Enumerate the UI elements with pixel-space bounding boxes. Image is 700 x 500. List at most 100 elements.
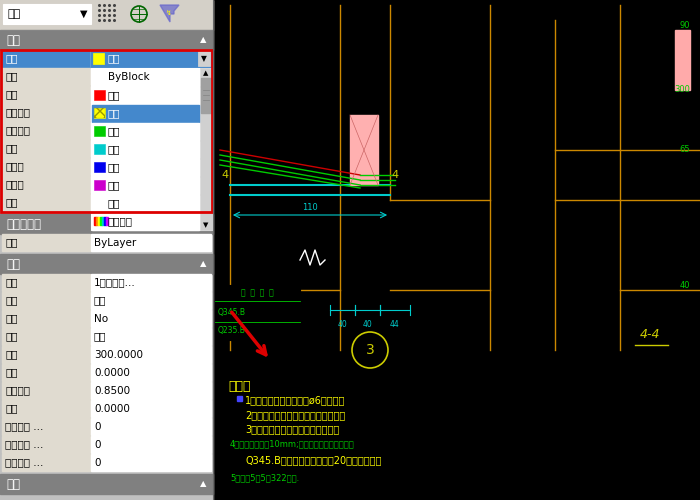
Text: 300: 300 [674,86,690,94]
Bar [92,159,199,176]
Bar [2,68,90,85]
Bar [2,310,90,327]
Bar [91,346,211,363]
Text: ▲: ▲ [199,220,206,228]
Bar [127,3,151,25]
Text: 文字对齐 ...: 文字对齐 ... [5,422,43,432]
Text: 颜色: 颜色 [5,54,18,64]
Bar [94,144,105,154]
Bar [91,122,211,139]
Text: 黄色: 黄色 [108,108,120,118]
Bar [3,4,91,24]
Bar [98,217,100,225]
Text: 0.0000: 0.0000 [94,404,130,413]
Bar [157,3,181,25]
Text: 超链接: 超链接 [5,162,24,172]
Text: 4: 4 [221,170,229,180]
Bar [100,217,102,225]
Bar [94,108,105,118]
Bar [92,195,199,212]
Text: 选择颜色: 选择颜色 [108,216,133,226]
Text: 线宽: 线宽 [5,144,18,154]
Text: 文字: 文字 [6,258,20,270]
Text: 青色: 青色 [108,144,120,154]
Text: 宽度系数: 宽度系数 [5,386,30,396]
Bar [91,274,211,291]
Bar [94,90,105,100]
Text: 0: 0 [94,458,101,468]
Text: Q345.B: Q345.B [218,308,246,318]
Bar [92,123,199,140]
Text: 40: 40 [680,280,690,289]
Text: 5．剖面5－5见322号图.: 5．剖面5－5见322号图. [230,473,300,482]
Text: 3: 3 [365,343,375,357]
Text: 3．楼梯间小短柱规格见剖面图、材: 3．楼梯间小短柱规格见剖面图、材 [245,424,340,434]
Bar [91,86,211,103]
Bar [91,400,211,417]
Bar [91,158,211,175]
Text: ▲: ▲ [199,36,206,44]
Bar [0,0,213,30]
Bar [350,115,378,185]
Bar [1,50,212,212]
Bar [92,141,199,158]
Text: 65: 65 [680,146,690,154]
Bar [91,194,211,211]
Bar [94,126,105,136]
Text: ▼: ▼ [201,54,207,63]
Text: 线型: 线型 [5,90,18,100]
Text: 透明度: 透明度 [5,180,24,190]
Bar [2,104,90,121]
Bar [92,87,199,104]
Text: 44: 44 [390,320,400,329]
Bar [200,68,212,230]
Bar [91,292,211,309]
Bar [2,176,90,193]
Bar [0,0,213,500]
Text: ▼: ▼ [203,222,209,228]
Bar [2,140,90,157]
Text: 旋转: 旋转 [5,368,18,378]
Text: 三维可视化: 三维可视化 [6,218,41,230]
Bar [2,86,90,103]
Bar [91,310,211,327]
Text: 打印样式: 打印样式 [5,126,30,136]
Text: 洋红: 洋红 [108,180,120,190]
Bar [94,180,105,190]
Text: 文字: 文字 [8,9,21,19]
Text: 4-4: 4-4 [640,328,660,342]
Bar [2,234,90,251]
Text: 2．楼梯标准连接节点详图见３０６１: 2．楼梯标准连接节点详图见３０６１ [245,410,345,420]
Text: 说明：: 说明： [228,380,251,393]
Bar [91,364,211,381]
Text: 黄色: 黄色 [107,54,120,64]
Text: 90: 90 [680,20,690,30]
Text: 仿宋: 仿宋 [94,296,106,306]
Bar [198,51,210,66]
Bar [92,69,199,86]
Bar [2,328,90,345]
Text: 左边: 左边 [94,332,106,342]
Bar [102,217,104,225]
Bar [93,53,104,64]
Text: 300.0000: 300.0000 [94,350,143,360]
Bar [91,234,211,251]
Text: 4: 4 [391,170,398,180]
Bar [2,274,90,291]
Bar [2,436,90,453]
Bar [2,50,90,67]
Bar [92,105,199,122]
Text: 0: 0 [94,440,101,450]
Bar [675,30,690,90]
Bar [215,285,300,340]
Text: Q235.B: Q235.B [218,326,246,336]
Bar [2,158,90,175]
Bar [237,396,242,401]
Text: 蓝色: 蓝色 [108,162,120,172]
Text: 绿色: 绿色 [108,126,120,136]
Polygon shape [160,5,179,22]
Bar [2,292,90,309]
Bar [96,217,98,225]
Bar [94,72,105,82]
Bar [201,78,211,113]
